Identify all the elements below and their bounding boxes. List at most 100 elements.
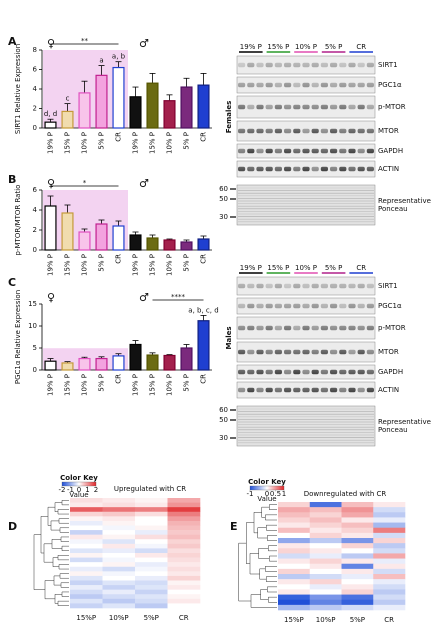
heatmap-cell xyxy=(373,589,406,595)
key-swatch xyxy=(274,486,276,490)
blot-band xyxy=(274,128,282,134)
key-swatch xyxy=(67,482,69,486)
key-swatch xyxy=(280,486,282,490)
blot-band xyxy=(348,303,356,309)
blot-band xyxy=(284,387,292,393)
blot-band xyxy=(265,148,273,154)
dendrogram xyxy=(267,586,277,593)
heatmap-cell xyxy=(135,520,168,526)
heatmap-cell xyxy=(373,512,406,518)
row-label: PGC1α xyxy=(378,302,402,310)
blot-band xyxy=(302,166,310,172)
column-label: 5%P xyxy=(144,614,159,622)
key-swatch xyxy=(265,486,267,490)
key-swatch xyxy=(254,486,256,490)
heatmap-title: Upregulated with CR xyxy=(114,485,186,493)
key-tick-label: 0 xyxy=(265,490,269,498)
heatmap-cell xyxy=(341,574,374,580)
heatmap-cell xyxy=(373,522,406,529)
blot-band xyxy=(366,369,374,375)
key-swatch xyxy=(278,486,280,490)
x-tick-label: 15% P xyxy=(149,374,157,396)
heatmap-cell xyxy=(309,568,342,575)
heatmap-cell xyxy=(135,557,168,563)
blot-band xyxy=(293,62,301,68)
heatmap-cell xyxy=(70,566,103,572)
heatmap-cell xyxy=(70,498,103,503)
heatmap-cell xyxy=(309,574,342,580)
heatmap-cell xyxy=(278,532,311,539)
blot-band xyxy=(265,387,273,393)
heatmap-cell xyxy=(309,599,342,606)
blot-band xyxy=(348,387,356,393)
x-tick-label: 10% P xyxy=(81,374,89,396)
lane-label: CR xyxy=(356,43,366,51)
key-swatch xyxy=(84,482,86,486)
lane-label: 19% P xyxy=(240,264,262,272)
heatmap-cell xyxy=(102,507,136,513)
heatmap-cell xyxy=(278,538,311,544)
key-tick-label: -1 xyxy=(247,490,254,498)
x-tick-label: 15% P xyxy=(149,132,157,154)
heatmap-cell xyxy=(373,553,406,559)
heatmap-cell xyxy=(167,575,201,581)
x-tick-label: 10% P xyxy=(81,254,89,276)
heatmap-cell xyxy=(167,571,201,577)
blot-band xyxy=(238,325,246,331)
heatmap-cell xyxy=(309,527,342,534)
y-tick-label: 2 xyxy=(33,105,37,113)
heatmap-cell xyxy=(102,534,136,540)
blot-band xyxy=(284,369,292,375)
bar xyxy=(146,237,159,251)
blot-band xyxy=(330,128,338,134)
ponceau-frame xyxy=(236,405,376,447)
column-label: 5%P xyxy=(350,616,365,624)
blot-band xyxy=(256,283,264,289)
heatmap-cell xyxy=(135,498,168,503)
significance-label: a, b, c, d xyxy=(188,306,218,314)
heatmap-cell xyxy=(102,585,136,590)
key-tick-label: -2 xyxy=(59,486,66,494)
dendrogram xyxy=(268,545,277,552)
heatmap-cell xyxy=(102,553,136,558)
blot-band xyxy=(366,82,374,88)
heatmap-cell xyxy=(309,512,342,518)
blot-band xyxy=(339,104,347,110)
group-symbol: ♀ xyxy=(47,177,55,190)
heatmap-cell xyxy=(70,539,103,545)
key-swatch xyxy=(79,482,81,486)
key-swatch xyxy=(264,486,266,490)
significance-label: a, b xyxy=(112,53,126,61)
dendrogram xyxy=(33,534,45,590)
blot-band xyxy=(320,369,328,375)
significance-label: **** xyxy=(171,293,186,301)
column-label: 10%P xyxy=(316,616,336,624)
blot-band xyxy=(330,369,338,375)
x-tick-label: 10% P xyxy=(166,132,174,154)
blot-band xyxy=(320,128,328,134)
bar xyxy=(163,100,176,129)
blot-band xyxy=(330,387,338,393)
heatmap-cell xyxy=(278,543,311,549)
blot-band xyxy=(293,166,301,172)
blot-band xyxy=(247,387,255,393)
heatmap-cell xyxy=(309,594,342,601)
heatmap-cell xyxy=(102,548,136,554)
key-swatch xyxy=(78,482,80,486)
lane-label: 10% P xyxy=(295,264,317,272)
blot-band xyxy=(348,325,356,331)
blot-band xyxy=(265,166,273,172)
heatmap-cell xyxy=(341,594,374,601)
blot-band xyxy=(320,62,328,68)
heatmap-cell xyxy=(167,507,201,513)
x-tick-label: 10% P xyxy=(81,132,89,154)
blot-band xyxy=(256,369,264,375)
blot-band xyxy=(247,303,255,309)
blot-band xyxy=(293,148,301,154)
ponceau-label: Ponceau xyxy=(378,426,408,434)
blot-band xyxy=(339,62,347,68)
heatmap-cell xyxy=(373,507,406,513)
blot-band xyxy=(320,349,328,355)
heatmap-cell xyxy=(167,594,201,600)
